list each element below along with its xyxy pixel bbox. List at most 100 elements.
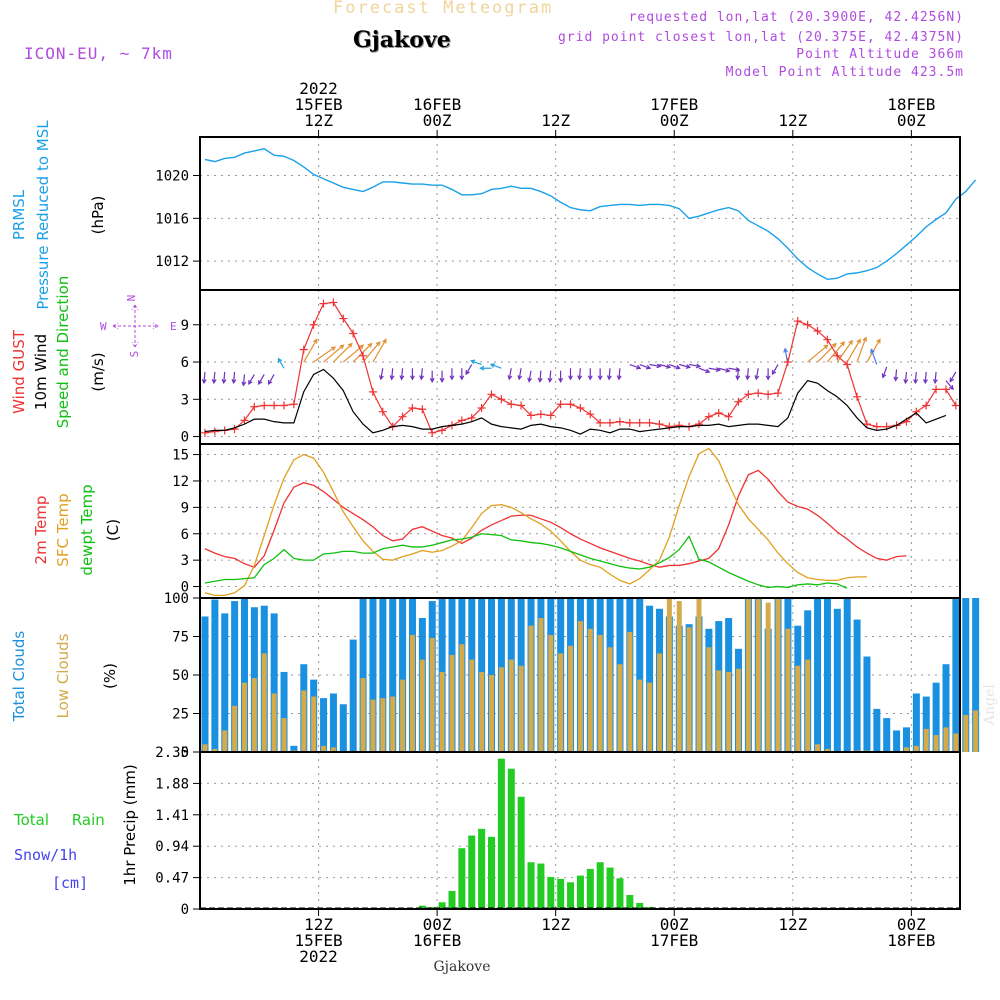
top-time-label: 15FEB <box>294 95 342 114</box>
total-cloud-bar <box>329 693 337 752</box>
y-tick-label: 0 <box>181 745 189 761</box>
low-cloud-bar <box>805 659 811 752</box>
bottom-time-label: 00Z <box>897 915 926 934</box>
bottom-time-label: 15FEB <box>294 931 342 950</box>
wind-gust-marker <box>418 405 427 414</box>
y-tick-label: 12 <box>172 474 189 490</box>
total-cloud-bar <box>290 745 298 752</box>
low-cloud-bar <box>903 747 909 752</box>
bottom-time-label: 18FEB <box>887 931 935 950</box>
temp-2m-line <box>204 469 907 568</box>
low-cloud-bar <box>548 634 554 752</box>
wind-gust-marker <box>477 403 486 412</box>
wind-direction-arrow <box>203 371 206 383</box>
wind-gust-marker <box>734 397 743 406</box>
low-cloud-bar <box>666 598 672 752</box>
total-cloud-bar <box>270 613 278 752</box>
wind-direction-arrow <box>549 370 552 382</box>
total-cloud-bar <box>241 598 249 752</box>
wind-arrow-head <box>616 375 622 381</box>
wind-arrow-head <box>745 375 751 381</box>
total-cloud-bar <box>883 718 891 752</box>
wind-gust-marker <box>694 420 703 429</box>
total-cloud-bar <box>349 639 357 752</box>
wind-arrow-head <box>399 375 405 381</box>
total-cloud-bar <box>379 598 387 752</box>
wind-gust-marker <box>507 400 516 409</box>
wind-arrow-head <box>831 342 837 348</box>
cloud-unit-label: (%) <box>101 663 119 689</box>
low-cloud-bar <box>409 634 415 752</box>
total-cloud-bar <box>952 598 960 752</box>
wind-arrow-head <box>893 376 899 382</box>
wind-arrow-head <box>823 344 829 350</box>
rain-bar <box>596 862 604 909</box>
total-cloud-bar <box>389 598 397 752</box>
compass-e: E <box>170 320 177 333</box>
wind-gust-marker <box>862 420 871 429</box>
wind-gust-marker <box>457 416 466 425</box>
wind-gust-marker <box>625 418 634 427</box>
wind-direction-arrow <box>578 368 581 380</box>
rain-bar <box>527 862 535 909</box>
wind-direction-arrow <box>826 341 845 363</box>
wind-arrow-head <box>765 375 771 381</box>
wind-arrow-head <box>527 377 533 383</box>
low-cloud-bar <box>222 730 228 752</box>
wind-arrow-head <box>507 375 513 381</box>
y-tick-label: 15 <box>172 448 189 464</box>
wind-gust-marker <box>438 426 447 435</box>
low-cloud-bar <box>518 665 524 752</box>
wind-direction-arrow <box>807 344 828 363</box>
total-cloud-bar <box>863 656 871 752</box>
total-cloud-bar <box>962 598 970 752</box>
total-cloud-bar <box>221 613 229 752</box>
top-time-label: 2022 <box>299 79 338 98</box>
rain-bar <box>438 902 446 909</box>
wind-arrow-head <box>656 363 662 369</box>
wind-arrow-head <box>419 375 425 381</box>
low-cloud-bar <box>449 654 455 752</box>
wind-direction-arrow <box>718 367 730 372</box>
precip-unit-label: 1hr Precip (mm) <box>121 764 139 885</box>
low-cloud-bar <box>943 727 949 752</box>
wind-direction-arrow <box>746 368 749 380</box>
wind-arrow-head <box>577 375 583 381</box>
wind-direction-arrow <box>223 371 226 383</box>
total-cloud-bar <box>201 616 209 752</box>
wind-gust-marker <box>517 401 526 410</box>
low-cloud-bar <box>923 728 929 752</box>
wind-arrow-head <box>597 375 603 381</box>
rain-bar <box>646 906 654 909</box>
requested-coords: requested lon,lat (20.3900E, 42.4256N) <box>628 10 964 25</box>
wind-gust-marker <box>576 403 585 412</box>
rain-bar <box>428 906 436 909</box>
low-cloud-bar <box>429 638 435 752</box>
wind-direction-arrow <box>949 371 957 382</box>
wind-direction-arrow <box>924 371 927 383</box>
wind-arrow-head <box>685 364 692 369</box>
wind-direction-arrow <box>420 368 423 380</box>
wind-direction-arrow <box>728 367 740 371</box>
temp-sfc-line <box>204 447 867 597</box>
wind-gust-marker <box>754 389 763 398</box>
wind-direction-arrow <box>362 341 381 363</box>
low-cloud-bar <box>973 710 979 752</box>
rain-bar <box>478 828 486 909</box>
wind-gust-marker <box>497 395 506 404</box>
wind-arrow-head <box>489 363 496 368</box>
compass-n: N <box>125 295 138 302</box>
temp-2m-label: 2m Temp <box>32 496 50 565</box>
point-altitude: Point Altitude 366m <box>796 47 964 62</box>
low-cloud-bar <box>963 715 969 752</box>
low-cloud-bar <box>271 693 277 752</box>
rain-bar <box>488 836 496 909</box>
low-cloud-bar <box>251 678 257 752</box>
wind-direction-arrow <box>242 374 246 386</box>
wind-direction-arrow <box>490 363 502 369</box>
wind-direction-arrow <box>708 367 720 371</box>
temp-sfc-label: SFC Temp <box>54 493 72 566</box>
wind-gust-marker <box>645 418 654 427</box>
top-time-label: 12Z <box>541 111 570 130</box>
total-cloud-bar <box>359 598 367 752</box>
